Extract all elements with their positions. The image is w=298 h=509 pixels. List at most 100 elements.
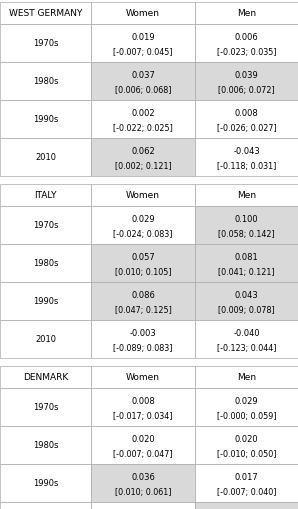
Bar bbox=[0, 388, 91, 426]
Bar bbox=[91, 244, 195, 282]
Bar bbox=[195, 101, 298, 139]
Bar bbox=[0, 207, 91, 244]
Text: -0.003: -0.003 bbox=[130, 328, 156, 337]
Text: 1980s: 1980s bbox=[33, 259, 58, 268]
Text: 0.008: 0.008 bbox=[235, 109, 258, 118]
Text: Men: Men bbox=[237, 10, 256, 18]
Text: WEST GERMANY: WEST GERMANY bbox=[9, 10, 82, 18]
Text: 0.081: 0.081 bbox=[235, 252, 258, 262]
Bar bbox=[0, 282, 91, 320]
Bar bbox=[0, 63, 91, 101]
Text: -0.043: -0.043 bbox=[233, 147, 260, 156]
Bar bbox=[91, 388, 195, 426]
Bar bbox=[195, 244, 298, 282]
Text: 0.002: 0.002 bbox=[131, 109, 155, 118]
Text: 0.029: 0.029 bbox=[131, 215, 155, 223]
Text: 1990s: 1990s bbox=[33, 478, 58, 488]
Text: [-0.089; 0.083]: [-0.089; 0.083] bbox=[113, 343, 173, 352]
Text: 2010: 2010 bbox=[35, 153, 56, 162]
Bar bbox=[91, 426, 195, 464]
Text: Men: Men bbox=[237, 191, 256, 200]
Text: 0.020: 0.020 bbox=[235, 434, 258, 443]
Text: [-0.007; 0.047]: [-0.007; 0.047] bbox=[113, 449, 173, 458]
Text: [0.002; 0.121]: [0.002; 0.121] bbox=[115, 161, 171, 171]
Text: [0.009; 0.078]: [0.009; 0.078] bbox=[218, 305, 275, 314]
Text: [-0.017; 0.034]: [-0.017; 0.034] bbox=[113, 411, 173, 420]
Text: 1990s: 1990s bbox=[33, 115, 58, 124]
Text: 0.043: 0.043 bbox=[235, 291, 258, 299]
Bar bbox=[195, 185, 298, 207]
Bar bbox=[91, 282, 195, 320]
Bar bbox=[0, 426, 91, 464]
Text: [0.041; 0.121]: [0.041; 0.121] bbox=[218, 267, 275, 276]
Text: 1990s: 1990s bbox=[33, 297, 58, 306]
Bar bbox=[0, 185, 91, 207]
Text: 1970s: 1970s bbox=[33, 403, 58, 412]
Text: 0.086: 0.086 bbox=[131, 291, 155, 299]
Text: 0.062: 0.062 bbox=[131, 147, 155, 156]
Bar bbox=[91, 101, 195, 139]
Bar bbox=[195, 366, 298, 388]
Bar bbox=[195, 3, 298, 25]
Bar bbox=[0, 139, 91, 177]
Bar bbox=[0, 502, 91, 509]
Text: [-0.022; 0.025]: [-0.022; 0.025] bbox=[113, 124, 173, 133]
Text: [0.006; 0.068]: [0.006; 0.068] bbox=[115, 86, 171, 95]
Bar bbox=[0, 3, 91, 25]
Text: 1970s: 1970s bbox=[33, 39, 58, 48]
Bar bbox=[91, 63, 195, 101]
Bar bbox=[195, 426, 298, 464]
Text: 0.017: 0.017 bbox=[235, 472, 258, 481]
Bar bbox=[91, 25, 195, 63]
Text: 0.006: 0.006 bbox=[235, 33, 258, 42]
Bar bbox=[91, 139, 195, 177]
Text: -0.040: -0.040 bbox=[233, 328, 260, 337]
Text: [0.010; 0.105]: [0.010; 0.105] bbox=[115, 267, 171, 276]
Text: [-0.000; 0.059]: [-0.000; 0.059] bbox=[217, 411, 277, 420]
Text: 0.036: 0.036 bbox=[131, 472, 155, 481]
Text: 0.019: 0.019 bbox=[131, 33, 155, 42]
Text: 1970s: 1970s bbox=[33, 221, 58, 230]
Text: 0.008: 0.008 bbox=[131, 397, 155, 405]
Text: [-0.118; 0.031]: [-0.118; 0.031] bbox=[217, 161, 276, 171]
Text: [-0.026; 0.027]: [-0.026; 0.027] bbox=[217, 124, 277, 133]
Text: [0.047; 0.125]: [0.047; 0.125] bbox=[115, 305, 171, 314]
Text: [0.010; 0.061]: [0.010; 0.061] bbox=[115, 487, 171, 496]
Text: [-0.024; 0.083]: [-0.024; 0.083] bbox=[113, 230, 173, 238]
Text: [-0.010; 0.050]: [-0.010; 0.050] bbox=[217, 449, 276, 458]
Text: 2010: 2010 bbox=[35, 335, 56, 344]
Text: 0.100: 0.100 bbox=[235, 215, 258, 223]
Text: ITALY: ITALY bbox=[34, 191, 57, 200]
Text: 1980s: 1980s bbox=[33, 441, 58, 449]
Bar bbox=[91, 207, 195, 244]
Text: 0.029: 0.029 bbox=[235, 397, 258, 405]
Text: [-0.007; 0.045]: [-0.007; 0.045] bbox=[113, 48, 173, 56]
Bar bbox=[195, 25, 298, 63]
Bar bbox=[91, 3, 195, 25]
Bar bbox=[195, 320, 298, 358]
Bar bbox=[195, 464, 298, 502]
Text: 0.037: 0.037 bbox=[131, 71, 155, 80]
Bar bbox=[91, 320, 195, 358]
Text: Women: Women bbox=[126, 373, 160, 382]
Text: [-0.023; 0.035]: [-0.023; 0.035] bbox=[217, 48, 277, 56]
Bar bbox=[91, 185, 195, 207]
Text: [-0.123; 0.044]: [-0.123; 0.044] bbox=[217, 343, 276, 352]
Text: [0.006; 0.072]: [0.006; 0.072] bbox=[218, 86, 275, 95]
Text: [0.058; 0.142]: [0.058; 0.142] bbox=[218, 230, 275, 238]
Bar bbox=[0, 101, 91, 139]
Text: DENMARK: DENMARK bbox=[23, 373, 68, 382]
Bar bbox=[195, 63, 298, 101]
Bar bbox=[91, 366, 195, 388]
Text: 0.057: 0.057 bbox=[131, 252, 155, 262]
Bar bbox=[195, 388, 298, 426]
Bar bbox=[91, 502, 195, 509]
Text: [-0.007; 0.040]: [-0.007; 0.040] bbox=[217, 487, 276, 496]
Bar bbox=[0, 244, 91, 282]
Text: Women: Women bbox=[126, 10, 160, 18]
Bar bbox=[195, 207, 298, 244]
Bar bbox=[0, 464, 91, 502]
Text: 1980s: 1980s bbox=[33, 77, 58, 87]
Bar bbox=[0, 25, 91, 63]
Bar bbox=[195, 139, 298, 177]
